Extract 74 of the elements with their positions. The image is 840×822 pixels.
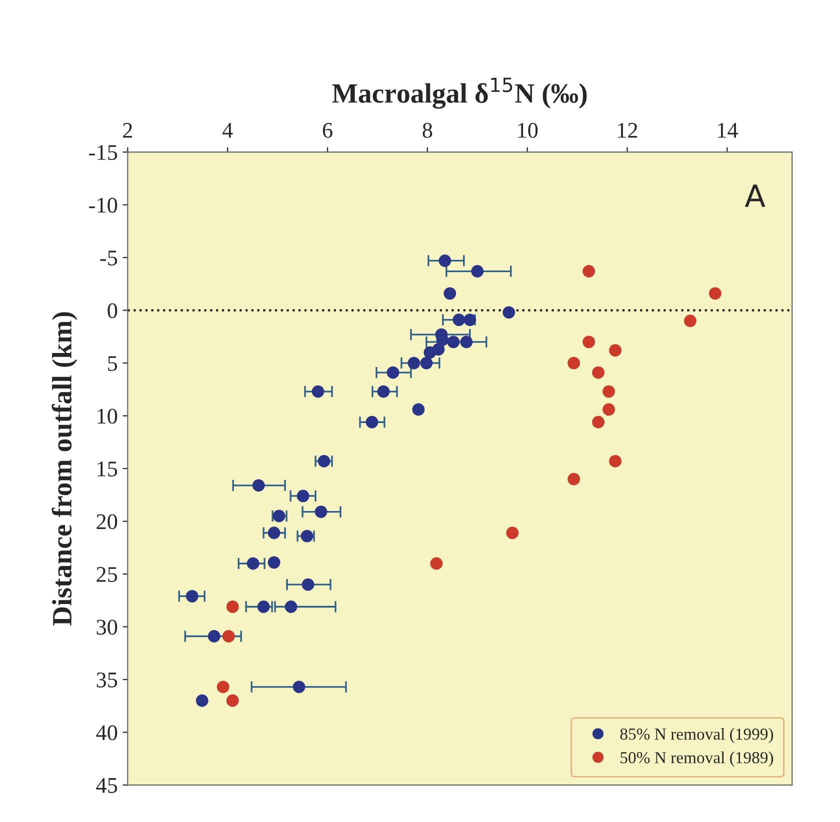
x-tick-label: 14 <box>718 122 738 138</box>
y-tick-label: -10 <box>89 198 118 213</box>
y-tick-label: 30 <box>96 620 118 635</box>
point <box>430 557 443 570</box>
point <box>471 265 484 278</box>
y-tick-label: 35 <box>96 672 118 688</box>
point <box>438 254 452 267</box>
x-tick-label: 10 <box>518 122 538 138</box>
point <box>386 366 400 379</box>
point <box>268 556 280 569</box>
point <box>300 530 314 542</box>
point <box>582 336 596 348</box>
point <box>464 314 476 326</box>
point <box>592 416 604 428</box>
x-tick-label: 8 <box>422 122 432 138</box>
y-tick-label: 20 <box>96 514 118 530</box>
y-tick-label: 15 <box>98 462 118 476</box>
point <box>296 490 310 502</box>
x-tick-label: 4 <box>222 122 233 138</box>
point <box>568 356 580 370</box>
x-tick-label: 12 <box>618 122 638 138</box>
point <box>226 694 239 707</box>
y-axis-title: Distance from outfall (km) <box>52 312 78 626</box>
point <box>226 600 239 613</box>
point <box>208 630 220 642</box>
point <box>452 314 466 326</box>
x-tick-label: 6 <box>322 122 332 138</box>
y-tick-label: -5 <box>100 250 118 266</box>
x-axis-title: Macroalgal δ$^{15}$N (‰) <box>332 78 587 109</box>
y-tick-label: 10 <box>98 408 118 424</box>
point <box>602 385 615 398</box>
point <box>292 680 306 694</box>
point <box>708 287 722 300</box>
point <box>222 630 235 642</box>
point <box>684 314 696 328</box>
point <box>318 454 330 468</box>
legend-label: 50% N removal (1989) <box>620 752 774 767</box>
y-tick-label: 5 <box>108 356 118 371</box>
y-tick-label: -15 <box>89 145 118 160</box>
point <box>257 600 270 613</box>
y-tick-label: 25 <box>96 567 118 582</box>
point <box>252 479 265 492</box>
legend-label: 85% N removal (1999) <box>620 728 774 744</box>
point <box>602 403 615 416</box>
point <box>246 557 260 570</box>
point <box>609 344 622 357</box>
point <box>592 366 604 379</box>
point <box>186 590 198 602</box>
point <box>408 356 420 370</box>
point <box>568 472 580 486</box>
point <box>377 385 390 398</box>
x-tick-label: 2 <box>123 122 132 138</box>
point <box>196 694 208 707</box>
point <box>506 526 519 540</box>
y-tick-label: 40 <box>96 725 118 740</box>
point <box>582 265 596 278</box>
annotation: A <box>744 184 766 207</box>
point <box>460 336 473 348</box>
point <box>412 403 425 416</box>
point <box>284 600 298 613</box>
point <box>216 680 230 694</box>
y-tick-label: 45 <box>96 778 118 793</box>
point <box>502 306 516 319</box>
point <box>447 336 460 348</box>
point <box>366 416 378 428</box>
point <box>312 385 324 398</box>
point <box>268 526 280 540</box>
point <box>444 287 456 300</box>
point <box>302 578 314 591</box>
point <box>609 454 622 468</box>
point <box>432 343 445 356</box>
point <box>420 356 433 370</box>
y-tick-label: 0 <box>108 303 118 318</box>
point <box>314 506 328 518</box>
